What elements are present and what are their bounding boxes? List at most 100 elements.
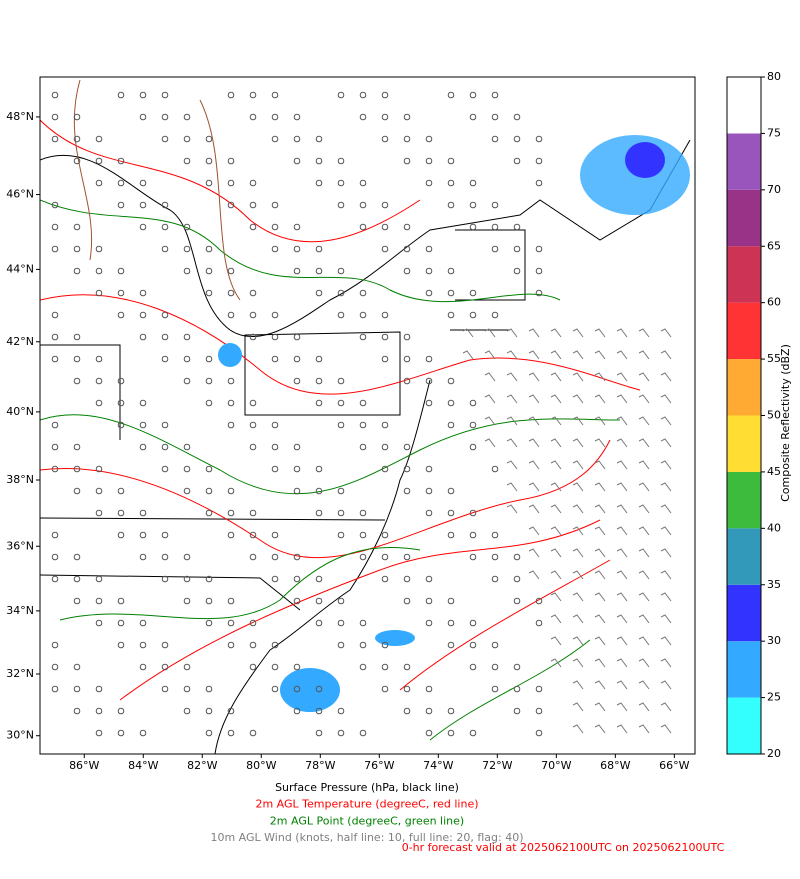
wind-barb bbox=[528, 482, 540, 492]
caption: 2m AGL Temperature (degreeC, red line) bbox=[255, 798, 478, 811]
calm-station bbox=[381, 333, 389, 341]
calm-station bbox=[205, 179, 213, 187]
calm-station bbox=[469, 223, 477, 231]
wind-barb bbox=[660, 438, 672, 448]
wind-barb bbox=[572, 504, 584, 514]
calm-station bbox=[403, 553, 411, 561]
calm-station bbox=[117, 311, 125, 319]
wind-barb bbox=[528, 416, 540, 426]
calm-station bbox=[183, 553, 191, 561]
colorbar-tick-label: 75 bbox=[767, 126, 781, 139]
calm-station bbox=[293, 487, 301, 495]
calm-station bbox=[139, 399, 147, 407]
calm-station bbox=[205, 245, 213, 253]
colorbar-band bbox=[727, 697, 761, 754]
calm-station bbox=[139, 421, 147, 429]
colorbar-band bbox=[727, 641, 761, 698]
calm-station bbox=[227, 399, 235, 407]
calm-station bbox=[491, 245, 499, 253]
calm-station bbox=[249, 91, 257, 99]
calm-station bbox=[51, 355, 59, 363]
wind-barb bbox=[484, 350, 496, 360]
calm-station bbox=[161, 531, 169, 539]
wind-barb bbox=[616, 416, 628, 426]
calm-station bbox=[447, 289, 455, 297]
x-tick-label: 72°W bbox=[482, 759, 512, 772]
colorbar-tick-label: 40 bbox=[767, 521, 781, 534]
wind-barb bbox=[594, 416, 606, 426]
calm-station bbox=[425, 597, 433, 605]
wind-barb bbox=[594, 328, 606, 338]
calm-station bbox=[359, 311, 367, 319]
y-tick-label: 38°N bbox=[6, 473, 34, 486]
wind-barb bbox=[572, 438, 584, 448]
wind-barb bbox=[572, 328, 584, 338]
wind-barb bbox=[506, 438, 518, 448]
wind-barb bbox=[550, 504, 562, 514]
calm-station bbox=[227, 179, 235, 187]
calm-station bbox=[161, 223, 169, 231]
calm-station bbox=[381, 245, 389, 253]
colorbar-tick-label: 45 bbox=[767, 465, 781, 478]
calm-station bbox=[359, 399, 367, 407]
calm-station bbox=[315, 157, 323, 165]
wind-barb bbox=[638, 724, 650, 734]
wind-barb bbox=[616, 372, 628, 382]
calm-station bbox=[51, 575, 59, 583]
calm-station bbox=[117, 399, 125, 407]
calm-station bbox=[73, 465, 81, 473]
calm-station bbox=[51, 333, 59, 341]
calm-station bbox=[271, 245, 279, 253]
calm-station bbox=[447, 179, 455, 187]
calm-station bbox=[469, 619, 477, 627]
calm-station bbox=[271, 641, 279, 649]
wind-barb bbox=[572, 416, 584, 426]
calm-station bbox=[425, 487, 433, 495]
calm-station bbox=[117, 487, 125, 495]
calm-station bbox=[293, 113, 301, 121]
x-tick-label: 86°W bbox=[69, 759, 99, 772]
calm-station bbox=[117, 619, 125, 627]
calm-station bbox=[491, 311, 499, 319]
wind-barb bbox=[660, 394, 672, 404]
calm-station bbox=[183, 333, 191, 341]
calm-station bbox=[271, 465, 279, 473]
calm-station bbox=[425, 619, 433, 627]
wind-barb bbox=[550, 526, 562, 536]
caption: 2m AGL Point (degreeC, green line) bbox=[270, 814, 464, 827]
calm-station bbox=[51, 685, 59, 693]
calm-station bbox=[51, 641, 59, 649]
wind-barb bbox=[484, 394, 496, 404]
calm-station bbox=[425, 355, 433, 363]
colorbar-band bbox=[727, 584, 761, 642]
calm-station bbox=[535, 597, 543, 605]
calm-station bbox=[425, 157, 433, 165]
calm-station bbox=[315, 135, 323, 143]
calm-station bbox=[95, 135, 103, 143]
calm-station bbox=[95, 597, 103, 605]
colorbar-band bbox=[727, 77, 761, 134]
wind-barb bbox=[594, 372, 606, 382]
wind-barb bbox=[594, 658, 606, 668]
wind-barb bbox=[506, 394, 518, 404]
wind-barb bbox=[594, 724, 606, 734]
wind-barb bbox=[506, 328, 518, 338]
calm-station bbox=[403, 135, 411, 143]
x-tick-label: 84°W bbox=[128, 759, 158, 772]
calm-station bbox=[359, 553, 367, 561]
calm-station bbox=[293, 553, 301, 561]
wind-barb bbox=[660, 328, 672, 338]
calm-station bbox=[161, 355, 169, 363]
calm-station bbox=[51, 421, 59, 429]
coastline bbox=[214, 379, 431, 754]
calm-station bbox=[447, 509, 455, 517]
wind-barb bbox=[528, 504, 540, 514]
calm-station bbox=[249, 179, 257, 187]
calm-station bbox=[447, 91, 455, 99]
wind-barb bbox=[660, 570, 672, 580]
calm-station bbox=[117, 729, 125, 737]
dewpoint-contour bbox=[40, 199, 621, 741]
calm-station bbox=[95, 377, 103, 385]
wind-barb bbox=[660, 614, 672, 624]
